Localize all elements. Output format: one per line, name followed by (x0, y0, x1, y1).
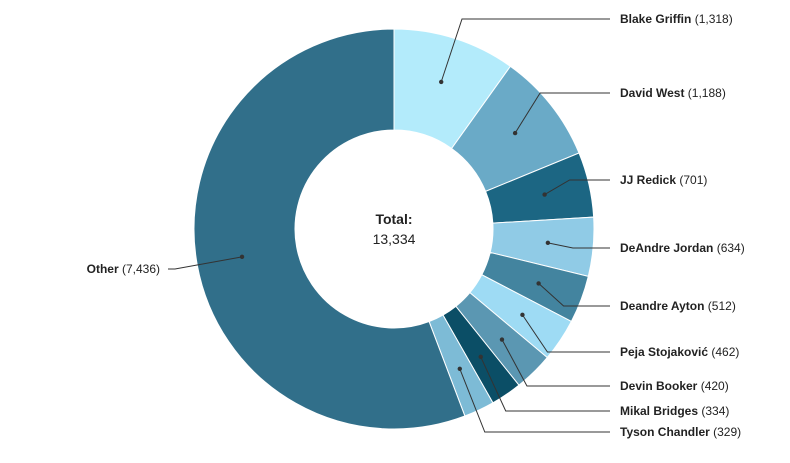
slice-label-name: DeAndre Jordan (620, 241, 713, 255)
leader-line (168, 256, 243, 270)
leader-line (480, 356, 610, 412)
slice-label: David West (1,188) (620, 86, 726, 100)
slice-label-name: Deandre Ayton (620, 299, 704, 313)
slice-label-value: (7,436) (119, 262, 160, 276)
slice-label-name: Blake Griffin (620, 12, 691, 26)
slice-label: Deandre Ayton (512) (620, 299, 736, 313)
slice-label-value: (701) (676, 173, 707, 187)
leader-line (544, 179, 610, 195)
slice-label-name: Other (87, 262, 119, 276)
slice-label: Mikal Bridges (334) (620, 404, 729, 418)
slice-label: Peja Stojaković (462) (620, 345, 739, 359)
slice-labels: Blake Griffin (1,318) David West (1,188) J… (87, 12, 745, 439)
slice-label: JJ Redick (701) (620, 173, 707, 187)
leader-dot (439, 79, 444, 85)
slice-label-value: (420) (697, 379, 728, 393)
slice-label-name: Peja Stojaković (620, 345, 708, 359)
center-total-value: 13,334 (373, 231, 416, 247)
leader-line (547, 242, 610, 249)
leader-lines (168, 18, 610, 433)
slice-label-value: (334) (698, 404, 729, 418)
slice-label-name: Devin Booker (620, 379, 698, 393)
slice-other[interactable] (193, 28, 466, 430)
slice-label-name: Mikal Bridges (620, 404, 698, 418)
donut-slices (193, 28, 595, 430)
slice-label: Other (7,436) (87, 262, 160, 276)
slice-label-name: David West (620, 86, 684, 100)
slice-label: Tyson Chandler (329) (620, 425, 741, 439)
leader-line (440, 18, 610, 83)
leader-line (459, 368, 610, 433)
leader-line (501, 339, 610, 387)
slice-label-value: (634) (713, 241, 744, 255)
leader-dot (457, 366, 462, 371)
slice-label-name: Tyson Chandler (620, 425, 710, 439)
leader-dot (478, 354, 483, 360)
center-total-title: Total: (375, 211, 412, 227)
slice-label-value: (1,188) (684, 86, 725, 100)
slice-label-name: JJ Redick (620, 173, 676, 187)
slice-label-value: (512) (704, 299, 735, 313)
slice-label-value: (462) (708, 345, 739, 359)
slice-label: DeAndre Jordan (634) (620, 241, 745, 255)
slice-label-value: (1,318) (691, 12, 732, 26)
slice-label: Blake Griffin (1,318) (620, 12, 733, 26)
leader-line (514, 92, 610, 134)
slice-label-value: (329) (710, 425, 741, 439)
leader-line (522, 314, 610, 353)
slice-label: Devin Booker (420) (620, 379, 729, 393)
leader-line (538, 283, 610, 307)
